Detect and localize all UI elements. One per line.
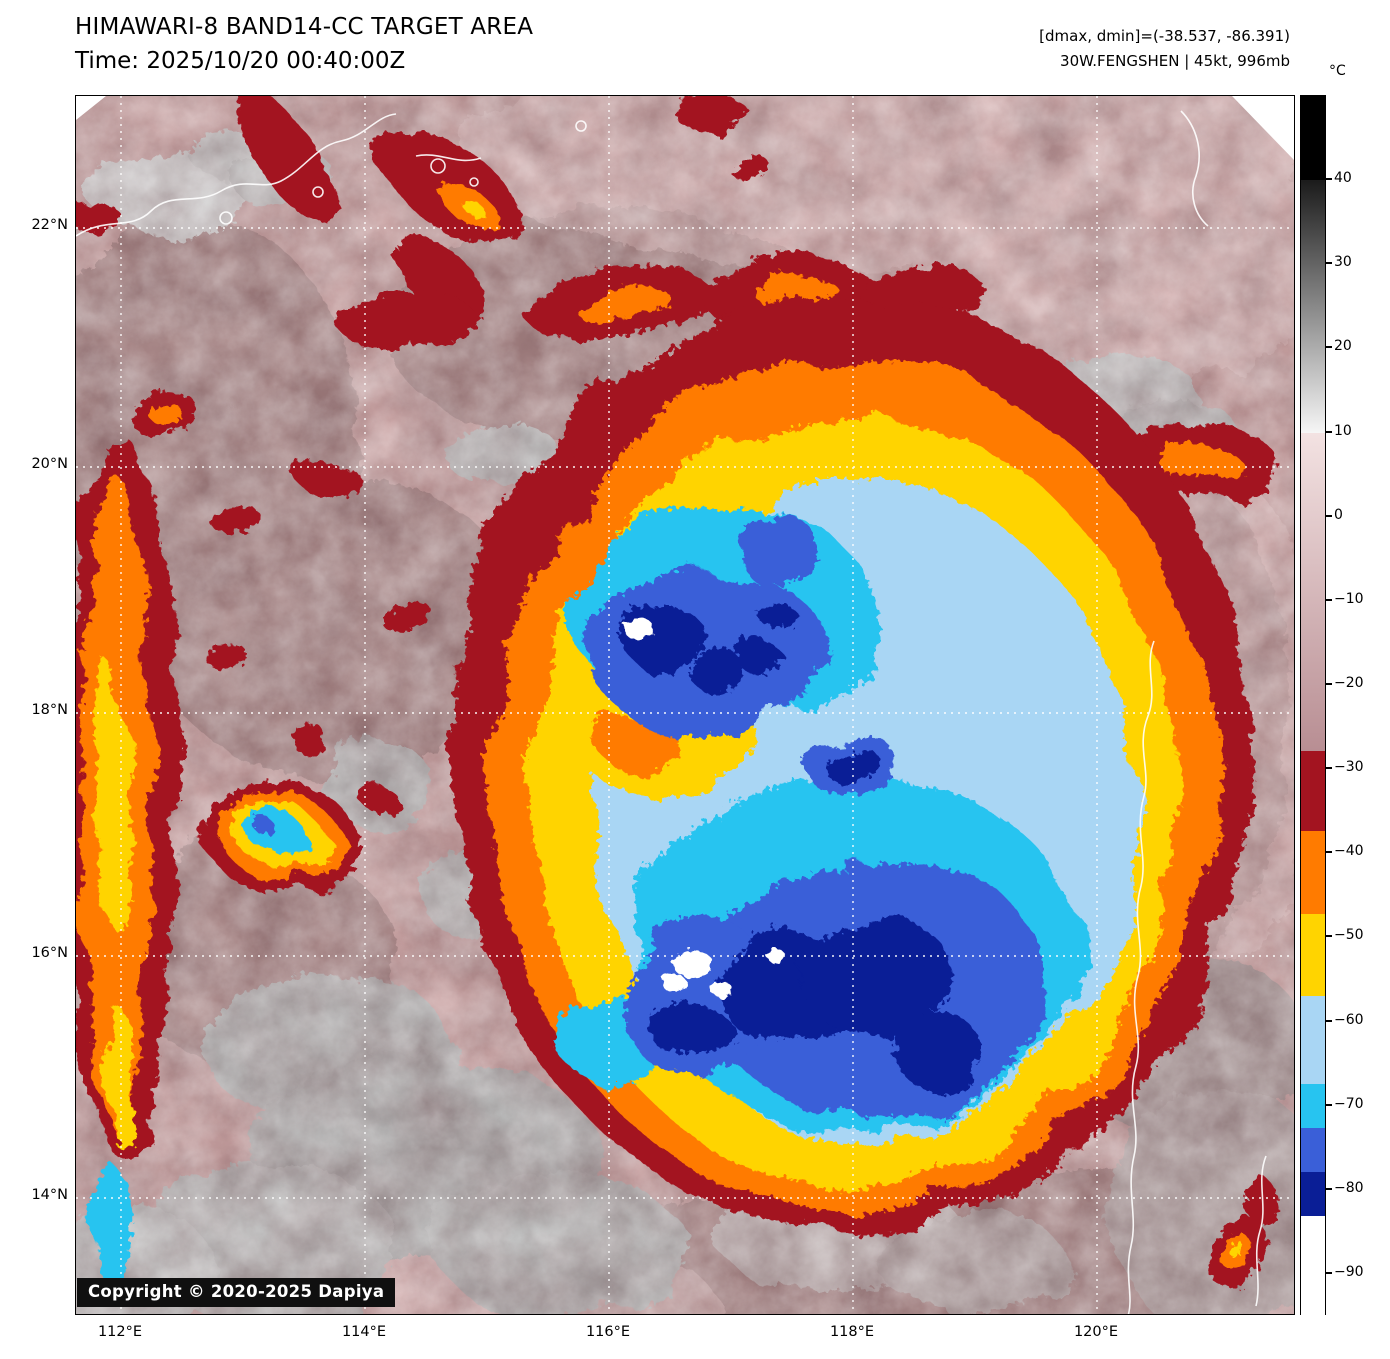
colorbar-tickmark — [1326, 178, 1332, 180]
lon-label: 116°E — [585, 1324, 631, 1340]
colorbar-tick-label: −30 — [1334, 759, 1364, 775]
colorbar-tick-label: −80 — [1334, 1180, 1364, 1196]
lon-label: 118°E — [829, 1324, 875, 1340]
colorbar-tick-label: −70 — [1334, 1096, 1364, 1112]
cdo-navy — [620, 602, 984, 1087]
colorbar-segment — [1301, 751, 1325, 831]
colorbar-tickmark — [1326, 1104, 1332, 1106]
colorbar-segment — [1301, 1084, 1325, 1128]
colorbar-tickmark — [1326, 767, 1332, 769]
lon-label: 120°E — [1073, 1324, 1119, 1340]
dmax-dmin-label: [dmax, dmin]=(-38.537, -86.391) — [1039, 27, 1290, 45]
page-title: HIMAWARI-8 BAND14-CC TARGET AREA — [75, 14, 534, 40]
colorbar-tick-label: −90 — [1334, 1264, 1364, 1280]
colorbar-tickmark — [1326, 683, 1332, 685]
colorbar-tick-label: −10 — [1334, 591, 1364, 607]
colorbar-tickmark — [1326, 346, 1332, 348]
swath-edge-topleft — [76, 96, 106, 120]
colorbar-tickmark — [1326, 1272, 1332, 1274]
lat-label: 18°N — [31, 702, 68, 718]
colorbar-segment — [1301, 1128, 1325, 1172]
colorbar-segment — [1301, 180, 1325, 433]
lat-label: 20°N — [31, 456, 68, 472]
colorbar-tick-label: 30 — [1334, 254, 1352, 270]
lat-label: 14°N — [31, 1187, 68, 1203]
colorbar-tick-label: 10 — [1334, 423, 1352, 439]
cdo-coldest-white-spots — [624, 618, 785, 997]
lon-label: 112°E — [97, 1324, 143, 1340]
colorbar-segment — [1301, 1216, 1325, 1316]
colorbar-tickmark — [1326, 935, 1332, 937]
colorbar-tick-label: 20 — [1334, 338, 1352, 354]
storm-info-label: 30W.FENGSHEN | 45kt, 996mb — [1060, 51, 1290, 70]
coastlines — [76, 110, 1267, 1314]
lat-label: 22°N — [31, 217, 68, 233]
colorbar-segment — [1301, 831, 1325, 914]
colorbar-tickmark — [1326, 431, 1332, 433]
colorbar-tick-label: 0 — [1334, 507, 1343, 523]
colorbar-gradient — [1301, 96, 1325, 1316]
secondary-convective-cell — [209, 782, 353, 894]
colorbar-tickmark — [1326, 851, 1332, 853]
satellite-imagery — [76, 96, 1294, 1314]
colorbar-segment — [1301, 1172, 1325, 1216]
colorbar-tickmark — [1326, 1020, 1332, 1022]
colorbar-tick-label: −40 — [1334, 843, 1364, 859]
colorbar-tickmark — [1326, 599, 1332, 601]
colorbar — [1300, 95, 1326, 1316]
colorbar-tick-label: −20 — [1334, 675, 1364, 691]
colorbar-tickmark — [1326, 515, 1332, 517]
colorbar-tick-label: 40 — [1334, 170, 1352, 186]
rainband-cyan — [90, 1164, 130, 1288]
satellite-map-frame: Copyright © 2020-2025 Dapiya — [75, 95, 1295, 1315]
colorbar-unit-label: °C — [1329, 63, 1346, 79]
colorbar-segment — [1301, 996, 1325, 1084]
colorbar-tick-label: −60 — [1334, 1012, 1364, 1028]
colorbar-segment — [1301, 914, 1325, 996]
colorbar-tickmark — [1326, 1188, 1332, 1190]
colorbar-segment — [1301, 433, 1325, 751]
lon-label: 114°E — [341, 1324, 387, 1340]
copyright-label: Copyright © 2020-2025 Dapiya — [77, 1278, 396, 1307]
timestamp-label: Time: 2025/10/20 00:40:00Z — [75, 48, 406, 74]
lat-label: 16°N — [31, 945, 68, 961]
colorbar-segment — [1301, 96, 1325, 180]
swath-edge-topright — [1232, 96, 1294, 160]
header-right: [dmax, dmin]=(-38.537, -86.391) 30W.FENG… — [1039, 24, 1290, 74]
colorbar-tickmark — [1326, 262, 1332, 264]
gridlines — [76, 96, 1294, 1314]
colorbar-tick-label: −50 — [1334, 927, 1364, 943]
